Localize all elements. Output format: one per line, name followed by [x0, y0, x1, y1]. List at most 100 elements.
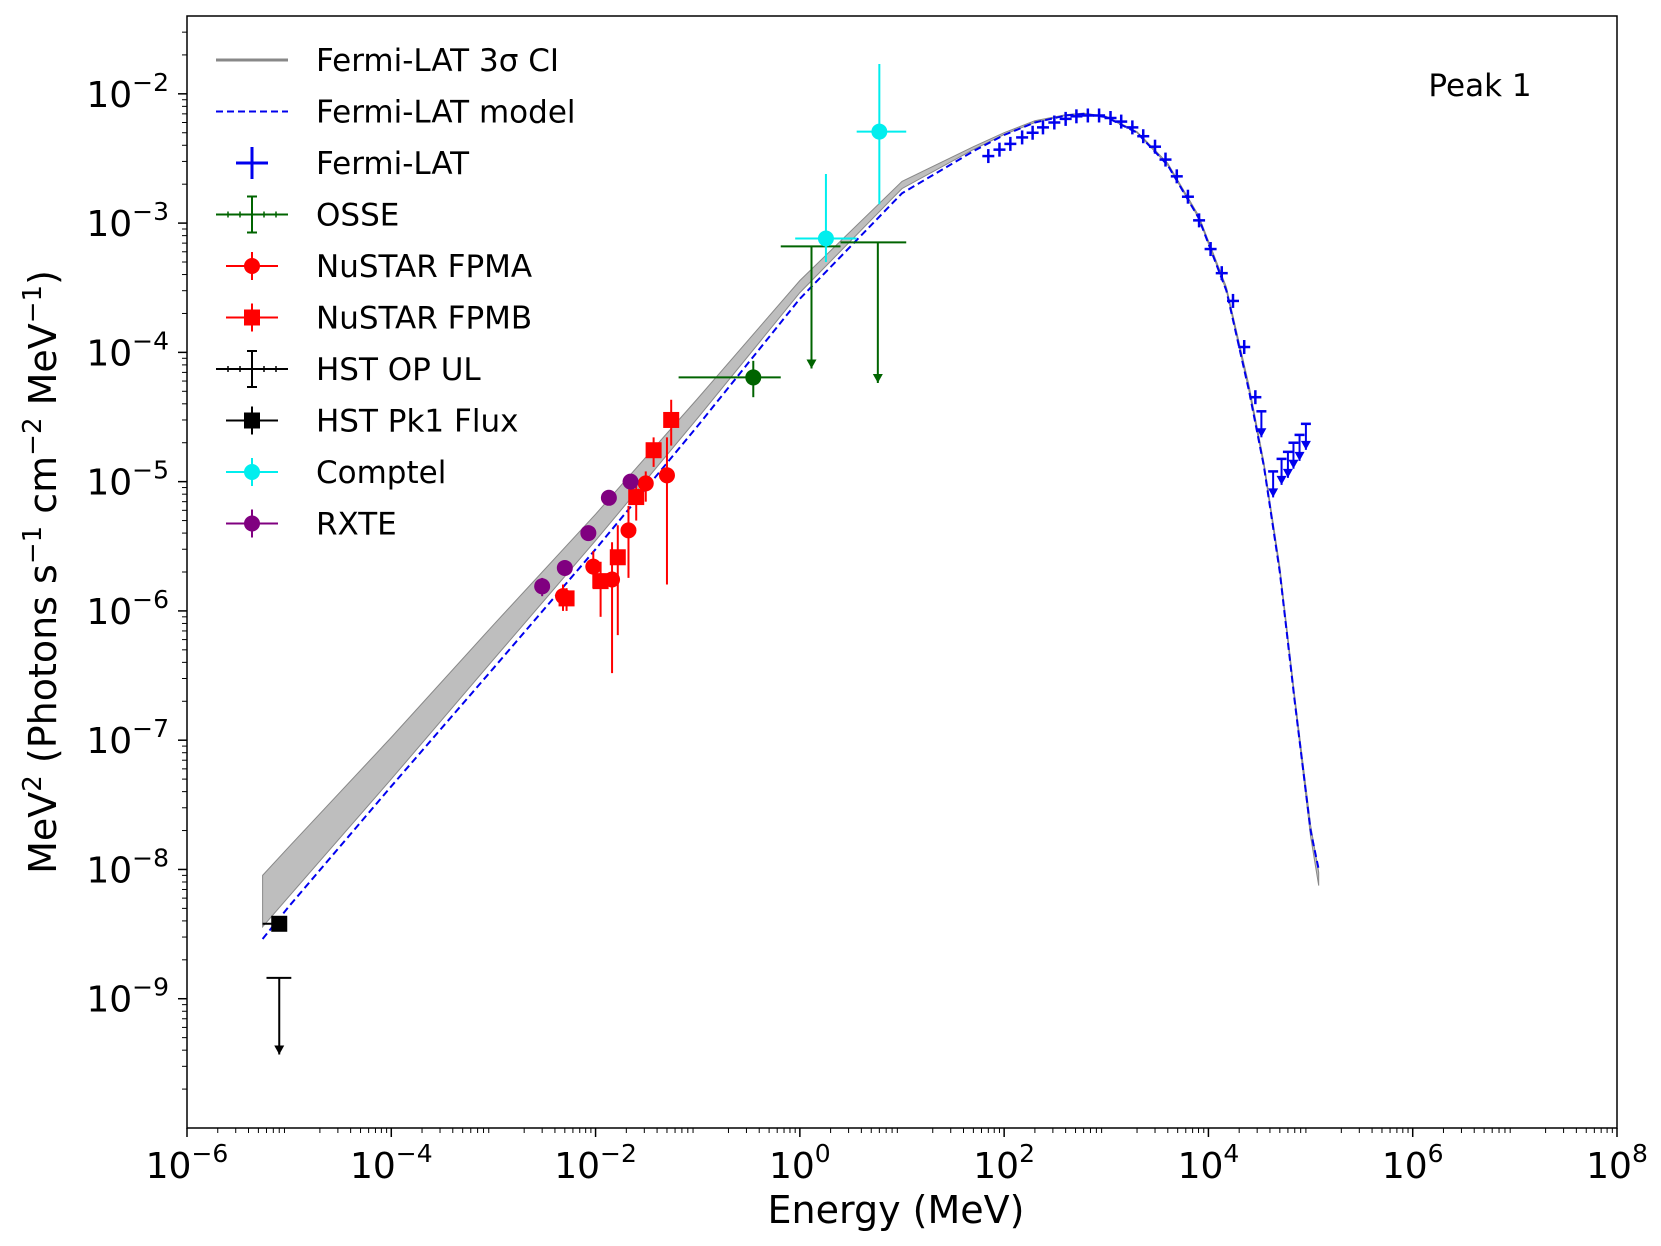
- legend-entry: Fermi-LAT 3σ CI: [216, 43, 559, 79]
- x-tick-label-exp: 8: [1632, 1139, 1648, 1168]
- y-tick-label-exp: −7: [132, 714, 169, 743]
- x-tick-label-base: 10: [1178, 1146, 1224, 1187]
- legend-label: RXTE: [316, 507, 397, 543]
- x-tick-label-exp: 2: [1019, 1139, 1035, 1168]
- x-tick-label-exp: −2: [600, 1139, 637, 1168]
- legend-label: Fermi-LAT model: [316, 95, 576, 131]
- legend-entry: NuSTAR FPMA: [226, 249, 532, 285]
- y-axis-label-sup: −1: [18, 285, 48, 323]
- y-tick-label: 10−3: [86, 197, 169, 245]
- upper-limit-arrow-head: [1276, 475, 1287, 485]
- y-axis-label-sup: −2: [18, 417, 48, 455]
- series-osse: [678, 241, 907, 398]
- legend: Fermi-LAT 3σ CI Fermi-LAT model Fermi-LAT O…: [216, 43, 576, 543]
- legend-label: NuSTAR FPMB: [316, 301, 532, 337]
- x-tick-label-base: 10: [973, 1146, 1019, 1187]
- x-tick-label: 10−2: [554, 1139, 637, 1187]
- series-rxte: [534, 473, 639, 597]
- x-tick-label-exp: −4: [396, 1139, 433, 1168]
- y-tick-label-base: 10: [86, 721, 132, 762]
- x-tick-label: 100: [769, 1139, 831, 1187]
- legend-entry: Comptel: [226, 455, 446, 491]
- legend-label: Fermi-LAT: [316, 146, 470, 182]
- legend-swatch-marker: [244, 515, 260, 532]
- x-tick-label-base: 10: [769, 1146, 815, 1187]
- x-tick-label-base: 10: [554, 1146, 600, 1187]
- y-axis-label-text: ): [21, 270, 65, 285]
- y-axis-label-sup: 2: [18, 775, 48, 792]
- legend-label: NuSTAR FPMA: [316, 249, 532, 285]
- y-tick-label-exp: −9: [132, 973, 169, 1002]
- x-tick-label: 10−6: [146, 1139, 229, 1187]
- y-tick-label-base: 10: [86, 463, 132, 504]
- legend-label: HST Pk1 Flux: [316, 404, 518, 440]
- y-tick-label-exp: −4: [132, 326, 169, 355]
- x-tick-label: 106: [1382, 1139, 1444, 1187]
- upper-limit-arrow-head: [1294, 451, 1305, 461]
- series-hst-op-ul: [266, 976, 292, 1055]
- y-tick-label-exp: −8: [132, 843, 169, 872]
- y-tick-label: 10−5: [86, 456, 169, 504]
- y-tick-label-exp: −3: [132, 197, 169, 226]
- y-axis-label-text: cm: [21, 456, 65, 526]
- y-tick-label: 10−6: [86, 585, 169, 633]
- y-axis-label-sup: −1: [18, 526, 48, 564]
- upper-limit-arrow-head: [872, 373, 883, 383]
- y-tick-label: 10−8: [86, 843, 169, 891]
- data-point-marker: [534, 578, 551, 595]
- x-tick-label-exp: 6: [1428, 1139, 1444, 1168]
- upper-limit-arrow-head: [806, 359, 817, 369]
- x-tick-label-exp: 4: [1223, 1139, 1239, 1168]
- x-tick-label: 102: [973, 1139, 1035, 1187]
- data-point-marker: [622, 473, 639, 490]
- data-point-marker: [609, 549, 626, 566]
- legend-entry: NuSTAR FPMB: [226, 301, 532, 337]
- panel-annotation: Peak 1: [1428, 68, 1531, 104]
- data-point-marker: [556, 559, 573, 576]
- axis-ticks: 10−6 10−4 10−2 100 102 104 106 10810−910−810−71…: [86, 31, 1648, 1187]
- y-tick-label: 10−4: [86, 326, 169, 374]
- legend-swatch-marker: [244, 412, 260, 429]
- legend-swatch-marker: [244, 258, 260, 274]
- data-point-marker: [271, 915, 288, 932]
- data-point-marker: [663, 411, 680, 428]
- legend-swatch-marker: [244, 309, 260, 326]
- y-axis-label-text: (Photons s: [21, 564, 65, 775]
- y-tick-label-base: 10: [86, 980, 132, 1021]
- y-tick-label-exp: −2: [132, 68, 169, 97]
- data-point-marker: [637, 475, 654, 492]
- x-tick-label: 104: [1178, 1139, 1240, 1187]
- upper-limit-arrow-head: [1300, 440, 1311, 450]
- legend-entry: HST Pk1 Flux: [226, 404, 518, 440]
- series-hst-pk1-flux: [262, 915, 288, 932]
- y-tick-label-base: 10: [86, 75, 132, 116]
- data-point-marker: [628, 489, 645, 506]
- data-point-marker: [600, 489, 617, 506]
- y-tick-label-exp: −6: [132, 585, 169, 614]
- y-axis-label-base: MeV: [21, 792, 65, 874]
- legend-label: Comptel: [316, 455, 446, 491]
- y-axis-label: MeV2 (Photons s−1 cm−2 MeV−1): [18, 270, 65, 874]
- legend-label: HST OP UL: [316, 352, 481, 388]
- data-point-marker: [745, 369, 762, 386]
- legend-entry: RXTE: [226, 507, 397, 543]
- x-axis-label: Energy (MeV): [768, 1188, 1025, 1232]
- y-tick-label-base: 10: [86, 592, 132, 633]
- y-tick-label-base: 10: [86, 333, 132, 374]
- upper-limit-arrow-head: [1288, 459, 1299, 469]
- upper-limit-arrow-head: [1282, 468, 1293, 478]
- y-tick-label: 10−7: [86, 714, 169, 762]
- x-tick-label-base: 10: [350, 1146, 396, 1187]
- data-point-marker: [645, 442, 662, 459]
- y-tick-label: 10−9: [86, 973, 169, 1021]
- legend-label: Fermi-LAT 3σ CI: [316, 43, 559, 79]
- x-tick-label-exp: 0: [815, 1139, 831, 1168]
- data-point-marker: [585, 558, 602, 575]
- upper-limit-arrow-head: [1256, 428, 1267, 438]
- x-tick-label-base: 10: [1586, 1146, 1632, 1187]
- legend-label: OSSE: [316, 198, 399, 234]
- x-tick-label: 10−4: [350, 1139, 433, 1187]
- data-point-marker: [817, 230, 834, 247]
